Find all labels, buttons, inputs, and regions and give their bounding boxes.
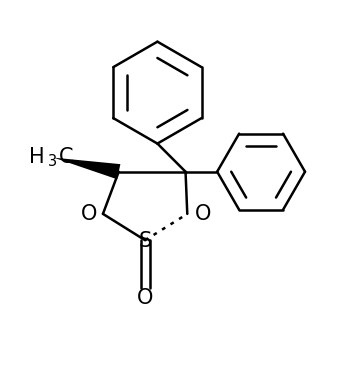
Text: H: H (29, 146, 45, 167)
Text: O: O (195, 204, 211, 224)
Polygon shape (54, 158, 120, 179)
Text: C: C (59, 146, 74, 167)
Text: S: S (139, 231, 152, 251)
Text: 3: 3 (48, 154, 57, 169)
Text: O: O (137, 288, 153, 308)
Text: O: O (81, 204, 97, 224)
